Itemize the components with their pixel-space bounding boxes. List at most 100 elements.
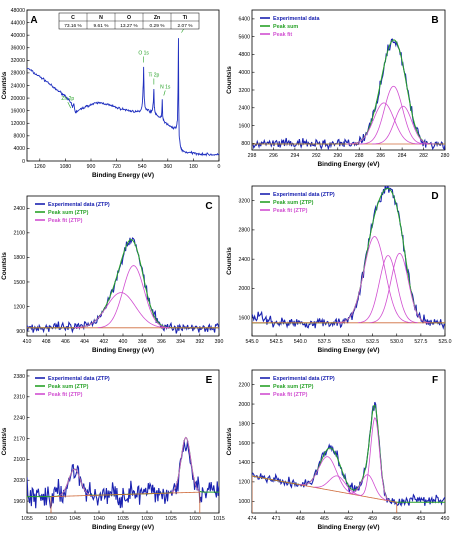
y-tick-label: 4800: [238, 52, 250, 58]
x-tick-label: 535.0: [342, 339, 355, 345]
y-tick-label: 6400: [238, 17, 250, 23]
x-tick-label: 1035: [117, 516, 129, 522]
panel-label: D: [431, 191, 438, 202]
x-tick-label: 459: [368, 516, 377, 522]
composition-table: C N O Zn Ti 73.16 % 9.61 % 13.27 % 0.29 % 2.07 %: [58, 12, 200, 30]
x-tick-label: 292: [312, 153, 321, 159]
legend-entry: Peak sum (ZTP): [48, 210, 89, 216]
peak-fit-line: [369, 252, 431, 324]
y-tick-label: 1800: [238, 421, 250, 427]
x-tick-label: 404: [80, 339, 89, 345]
plot-area: [252, 401, 445, 513]
panel-label: E: [206, 375, 213, 386]
y-tick-label: 12000: [11, 121, 26, 127]
x-tick-label: 1015: [213, 516, 225, 522]
x-tick-label: 1050: [45, 516, 57, 522]
x-tick-label: 1025: [165, 516, 177, 522]
y-tick-label: 2000: [238, 286, 250, 292]
plot-frame: [26, 9, 220, 162]
peak-fit-line: [359, 85, 428, 145]
panel-label: F: [432, 375, 438, 386]
table-header: Ti: [183, 15, 188, 21]
y-tick-label: 2170: [13, 436, 25, 442]
x-axis-title: Binding Energy (eV): [317, 524, 379, 531]
y-tick-label: 1800: [13, 255, 25, 261]
legend-entry: Experimental data: [273, 16, 320, 22]
x-tick-label: 392: [195, 339, 204, 345]
x-tick-label: 462: [344, 516, 353, 522]
legend: Experimental data (ZTP) Peak sum (ZTP) Pea…: [35, 202, 110, 224]
y-axis-title: Counts\s: [226, 247, 233, 275]
panel-E: E 1055 1050 1045 1040 1035 1030 1025 1020 1015 196…: [1, 369, 225, 531]
legend-entry: Peak fit (ZTP): [273, 392, 308, 398]
peak-fit-line: [97, 265, 170, 329]
table-value: 0.29 %: [150, 23, 166, 29]
peak-fit-line: [358, 255, 418, 324]
plot-area: [27, 436, 219, 513]
y-tick-label: 1600: [238, 441, 250, 447]
y-tick-label: 1400: [238, 460, 250, 466]
peak-sum-line: [27, 436, 219, 498]
x-tick-label: 398: [138, 339, 147, 345]
peak-fit-line: [299, 456, 356, 495]
y-tick-label: 24000: [11, 83, 26, 89]
legend: Experimental data (ZTP) Peak sum (ZTP) Pea…: [260, 376, 335, 398]
legend: Experimental data (ZTP) Peak sum (ZTP) Pea…: [35, 376, 110, 398]
experimental-data-line: [27, 237, 219, 334]
baseline-line: [252, 475, 397, 503]
x-tick-label: 468: [296, 516, 305, 522]
x-tick-label: 532.5: [366, 339, 379, 345]
x-tick-label: 396: [157, 339, 166, 345]
table-header: Zn: [154, 15, 160, 21]
plot-area: [252, 38, 445, 150]
legend: Experimental data (ZTP) Peak sum (ZTP) Pea…: [260, 192, 335, 214]
y-axis-title: Counts\s: [1, 252, 8, 280]
x-tick-label: 1080: [60, 164, 72, 170]
survey-spectrum-line: [27, 38, 219, 157]
y-tick-label: 2400: [238, 257, 250, 263]
y-tick-label: 1600: [238, 123, 250, 129]
x-tick-label: 410: [23, 339, 32, 345]
y-tick-label: 1500: [13, 280, 25, 286]
x-tick-label: 900: [87, 164, 96, 170]
x-tick-label: 542.5: [270, 339, 283, 345]
peak-fit-line: [314, 475, 361, 496]
x-tick-label: 537.5: [318, 339, 331, 345]
y-tick-label: 2310: [13, 395, 25, 401]
x-tick-label: 400: [119, 339, 128, 345]
panel-label: B: [431, 15, 438, 26]
y-tick-label: 1200: [13, 304, 25, 310]
y-tick-label: 2030: [13, 478, 25, 484]
x-tick-label: 1020: [189, 516, 201, 522]
y-axis-title: Counts\s: [1, 427, 8, 455]
x-tick-label: 282: [419, 153, 428, 159]
peak-annotation: N 1s: [160, 85, 171, 91]
panel-label: A: [30, 15, 37, 26]
x-tick-label: 286: [376, 153, 385, 159]
x-tick-label: 545.0: [246, 339, 259, 345]
x-tick-label: 527.5: [414, 339, 427, 345]
x-tick-label: 1260: [34, 164, 46, 170]
peak-fit-line: [59, 468, 90, 496]
x-axis-title: Binding Energy (eV): [317, 347, 379, 354]
y-tick-label: 8000: [13, 134, 25, 140]
x-tick-label: 456: [392, 516, 401, 522]
legend-entry: Peak sum: [273, 24, 298, 30]
table-value: 73.16 %: [64, 23, 82, 29]
x-tick-label: 296: [269, 153, 278, 159]
peak-fit-line: [359, 416, 390, 502]
y-tick-label: 28000: [11, 71, 26, 77]
y-tick-label: 2400: [238, 106, 250, 112]
panel-C: C 410 408 406 404 402 400 398 396 394 392 390 900 120…: [1, 195, 223, 354]
y-tick-label: 48000: [11, 8, 26, 14]
legend-entry: Peak sum (ZTP): [273, 200, 314, 206]
x-tick-label: 1040: [93, 516, 105, 522]
x-tick-label: 0: [218, 164, 221, 170]
y-tick-label: 1960: [13, 499, 25, 505]
y-tick-label: 36000: [11, 46, 26, 52]
table-header: O: [127, 15, 131, 21]
legend-entry: Experimental data (ZTP): [273, 376, 335, 382]
peak-sum-line: [27, 239, 219, 329]
y-tick-label: 4000: [13, 146, 25, 152]
